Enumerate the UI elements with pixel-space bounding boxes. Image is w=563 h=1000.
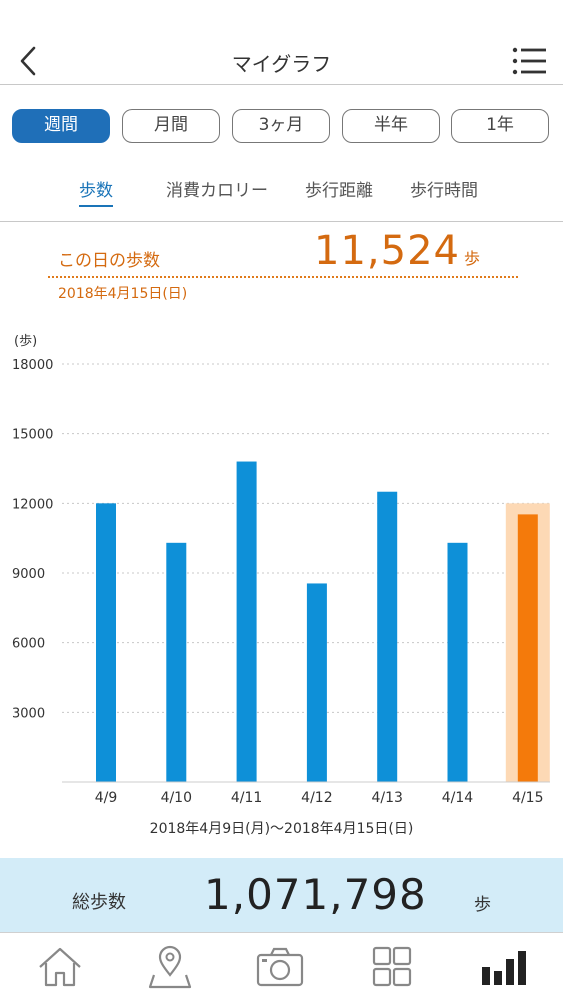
tab-steps[interactable]: 歩数	[79, 176, 113, 207]
bar-4-15[interactable]	[517, 514, 538, 782]
y-tick-label: 18000	[12, 358, 53, 373]
total-steps-label: 総歩数	[72, 892, 126, 913]
camera-icon[interactable]	[256, 945, 304, 989]
list-menu-icon[interactable]	[512, 46, 546, 76]
y-tick-label: 3000	[12, 706, 45, 721]
tab-distance[interactable]: 歩行距離	[305, 181, 373, 201]
bar-4-13[interactable]	[377, 491, 398, 782]
grid-icon[interactable]	[368, 945, 416, 989]
day-divider	[48, 276, 518, 278]
y-tick-label: 9000	[12, 567, 45, 582]
day-steps-value: 11,524	[314, 228, 460, 274]
map-pin-icon[interactable]	[146, 945, 194, 989]
bar-4-12[interactable]	[306, 583, 327, 782]
total-steps-value: 1,071,798	[204, 870, 427, 919]
x-tick-label: 4/10	[161, 790, 192, 806]
y-tick-label: 12000	[12, 497, 53, 512]
y-tick-label: 15000	[12, 428, 53, 443]
day-summary: この日の歩数 11,524 歩 2018年4月15日(日)	[48, 228, 518, 308]
total-steps-unit: 歩	[474, 895, 491, 915]
day-steps-unit: 歩	[464, 249, 481, 268]
x-tick-label: 4/11	[231, 790, 262, 806]
tab-calories[interactable]: 消費カロリー	[166, 181, 268, 201]
tab-walking-time[interactable]: 歩行時間	[410, 181, 478, 201]
day-date: 2018年4月15日(日)	[58, 286, 188, 302]
bottom-tab-bar	[0, 932, 563, 1000]
total-steps-panel: 総歩数 1,071,798 歩	[0, 858, 563, 932]
tab-1-year[interactable]: 1年	[451, 109, 549, 143]
tab-weekly[interactable]: 週間	[12, 109, 110, 143]
date-range-label: 2018年4月9日(月)〜2018年4月15日(日)	[149, 821, 414, 837]
bar-4-10[interactable]	[166, 542, 187, 782]
chevron-left-icon[interactable]	[14, 44, 44, 78]
x-tick-label: 4/13	[371, 790, 402, 806]
y-tick-label: 6000	[12, 637, 45, 652]
bar-4-14[interactable]	[447, 542, 468, 782]
bar-chart-icon[interactable]	[480, 945, 528, 989]
steps-bar-chart: (歩) 3000 6000 9000 12000 15000 18000 4/9 4/10 4…	[12, 334, 550, 806]
x-tick-label: 4/9	[95, 790, 118, 806]
tab-3-months[interactable]: 3ヶ月	[232, 109, 330, 143]
tab-monthly[interactable]: 月間	[122, 109, 220, 143]
page-title: マイグラフ	[231, 52, 332, 76]
x-tick-label: 4/15	[512, 790, 543, 806]
x-tick-label: 4/12	[301, 790, 332, 806]
y-axis-label: (歩)	[14, 334, 37, 349]
x-tick-label: 4/14	[442, 790, 474, 806]
metric-tabs: 歩数 消費カロリー 歩行距離 歩行時間	[0, 170, 563, 222]
period-tabs: 週間 月間 3ヶ月 半年 1年	[12, 109, 552, 143]
bar-4-11[interactable]	[236, 461, 257, 782]
bar-4-9[interactable]	[96, 503, 116, 782]
home-icon[interactable]	[36, 945, 84, 989]
day-steps-label: この日の歩数	[58, 251, 160, 271]
tab-half-year[interactable]: 半年	[342, 109, 440, 143]
header: マイグラフ	[0, 0, 563, 85]
